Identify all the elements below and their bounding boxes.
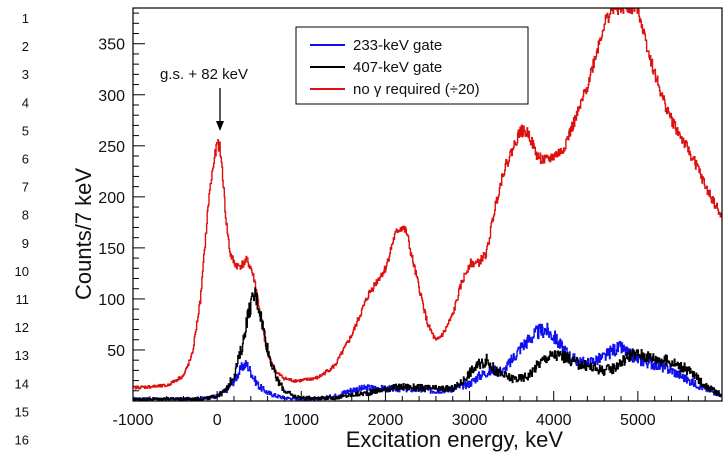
x-tick-label: -1000 — [113, 412, 154, 429]
legend-label: 233-keV gate — [353, 37, 442, 54]
series-layer — [133, 8, 722, 401]
x-tick-label: 4000 — [536, 412, 572, 429]
x-tick-label: 3000 — [452, 412, 488, 429]
plot-frame — [132, 7, 723, 402]
line-number: 8 — [22, 208, 29, 223]
legend-items: 233-keV gate 407-keV gate no γ required (÷… — [310, 37, 480, 98]
annotation: g.s. + 82 keV — [160, 66, 248, 131]
series-line-2 — [133, 8, 722, 390]
x-tick-label: 5000 — [620, 412, 656, 429]
y-tick-label: 250 — [98, 139, 125, 156]
x-tick-label: 1000 — [283, 412, 319, 429]
y-axis-title: Counts/7 keV — [71, 168, 96, 300]
line-number: 4 — [22, 95, 29, 110]
line-number: 12 — [15, 320, 29, 335]
y-tick-label: 200 — [98, 190, 125, 207]
y-tick-label: 350 — [98, 37, 125, 54]
annotation-label: g.s. + 82 keV — [160, 66, 248, 83]
legend-box — [295, 26, 529, 105]
x-tick-label: 2000 — [368, 412, 404, 429]
line-number: 1 — [22, 11, 29, 26]
line-number: 16 — [15, 433, 29, 448]
legend-label: no γ required (÷20) — [353, 81, 480, 98]
line-number: 9 — [22, 236, 29, 251]
line-number: 2 — [22, 39, 29, 54]
y-tick-label: 300 — [98, 88, 125, 105]
line-number: 14 — [15, 376, 29, 391]
line-number: 15 — [15, 404, 29, 419]
y-tick-label: 150 — [98, 241, 125, 258]
line-number: 3 — [22, 67, 29, 82]
annotation-arrowhead — [216, 121, 224, 131]
y-tick-label: 100 — [98, 292, 125, 309]
line-number: 6 — [22, 152, 29, 167]
legend: 233-keV gate 407-keV gate no γ required (÷… — [295, 26, 529, 105]
legend-label: 407-keV gate — [353, 59, 442, 76]
series-line-1 — [133, 287, 722, 401]
line-number: 7 — [22, 180, 29, 195]
x-axis-title: Excitation energy, keV — [346, 427, 564, 452]
y-tick-label: 50 — [107, 343, 125, 360]
ticks-layer: -1000 0 1000 2000 3000 4000 5000 50 100 150 200 250… — [98, 12, 706, 429]
x-tick-label: 0 — [213, 412, 222, 429]
line-number: 5 — [22, 123, 29, 138]
line-number: 13 — [15, 348, 29, 363]
line-number: 10 — [15, 264, 29, 279]
line-number: 11 — [16, 292, 30, 307]
